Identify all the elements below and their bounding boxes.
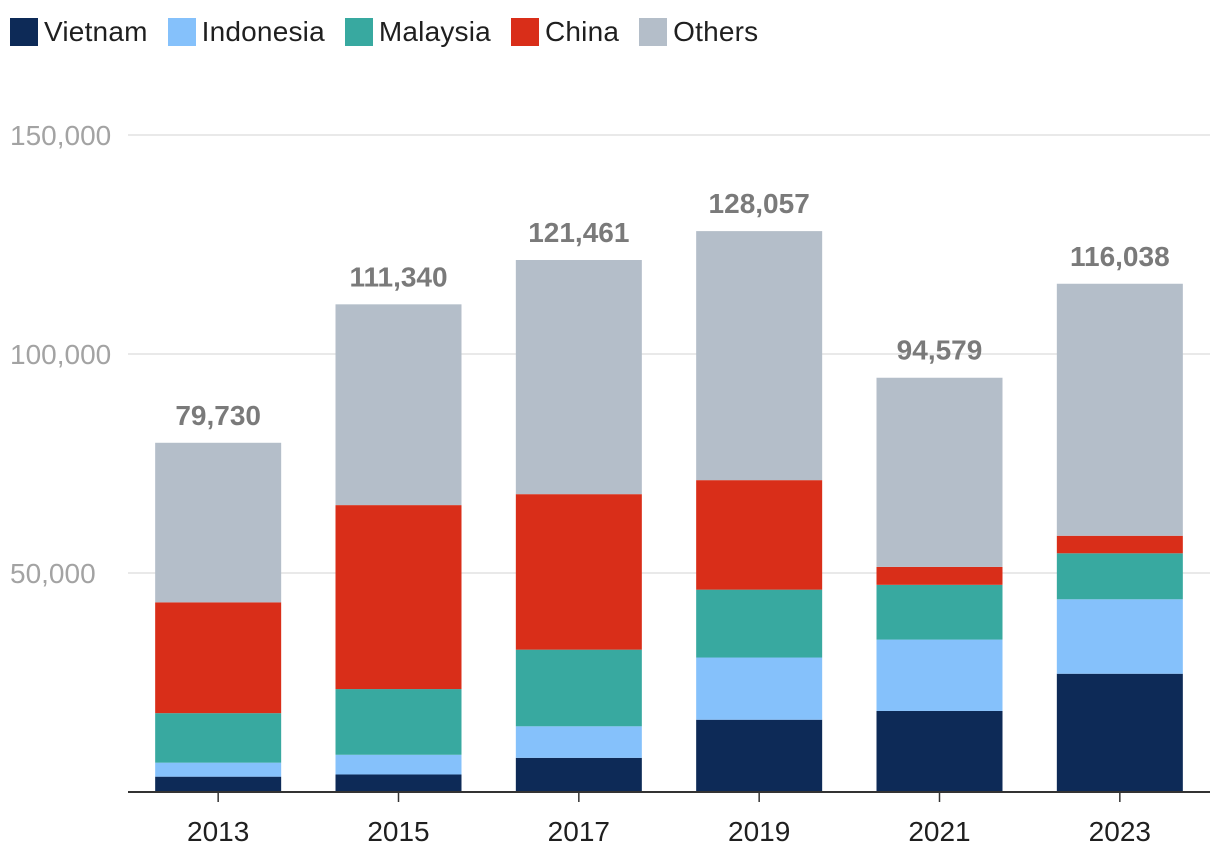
- bar-vietnam-2013: [155, 776, 282, 792]
- bar-malaysia-2015: [335, 689, 462, 755]
- total-label-2017: 121,461: [528, 217, 629, 248]
- bar-others-2023: [1056, 283, 1183, 536]
- bar-china-2019: [696, 480, 823, 590]
- bar-vietnam-2019: [696, 719, 823, 792]
- bar-vietnam-2021: [876, 710, 1003, 792]
- bar-vietnam-2015: [335, 774, 462, 792]
- legend-swatch-china: [510, 18, 539, 46]
- x-tick-label-2015: 2015: [367, 816, 429, 847]
- bar-others-2015: [335, 304, 462, 506]
- legend-label-malaysia: Malaysia: [378, 16, 491, 47]
- legend: Vietnam Indonesia Malaysia China Others: [10, 16, 778, 48]
- bar-china-2021: [876, 566, 1003, 585]
- bar-indonesia-2015: [335, 754, 462, 775]
- bar-malaysia-2021: [876, 584, 1003, 640]
- bar-others-2021: [876, 377, 1003, 567]
- bar-indonesia-2023: [1056, 599, 1183, 674]
- bar-vietnam-2017: [515, 757, 642, 792]
- bar-china-2023: [1056, 535, 1183, 554]
- y-tick-label-100000: 100,000: [10, 339, 111, 370]
- bar-others-2019: [696, 231, 823, 481]
- bar-malaysia-2019: [696, 589, 823, 658]
- bar-others-2017: [515, 260, 642, 495]
- bar-malaysia-2013: [155, 713, 282, 763]
- y-tick-label-50000: 50,000: [10, 558, 96, 589]
- bar-vietnam-2023: [1056, 673, 1183, 792]
- legend-item-indonesia: Indonesia: [167, 16, 325, 48]
- x-tick-label-2023: 2023: [1089, 816, 1151, 847]
- y-tick-label-150000: 150,000: [10, 120, 111, 151]
- legend-swatch-vietnam: [10, 18, 38, 46]
- x-tick-label-2017: 2017: [548, 816, 610, 847]
- legend-swatch-others: [639, 18, 668, 46]
- bar-indonesia-2021: [876, 639, 1003, 711]
- total-label-2015: 111,340: [349, 261, 447, 292]
- legend-swatch-malaysia: [344, 18, 373, 46]
- bar-china-2017: [515, 494, 642, 650]
- legend-item-china: China: [510, 16, 620, 48]
- bar-others-2013: [155, 442, 282, 603]
- bar-china-2013: [155, 602, 282, 714]
- bar-malaysia-2017: [515, 649, 642, 727]
- total-label-2019: 128,057: [709, 188, 810, 219]
- total-label-2013: 79,730: [175, 400, 261, 431]
- legend-label-china: China: [544, 16, 620, 47]
- legend-item-malaysia: Malaysia: [344, 16, 491, 48]
- bar-china-2015: [335, 505, 462, 690]
- total-label-2023: 116,038: [1070, 241, 1170, 272]
- bar-malaysia-2023: [1056, 553, 1183, 600]
- legend-label-others: Others: [673, 16, 759, 47]
- total-label-2021: 94,579: [897, 335, 983, 366]
- x-tick-label-2019: 2019: [728, 816, 790, 847]
- legend-label-indonesia: Indonesia: [201, 16, 325, 47]
- bar-indonesia-2013: [155, 762, 282, 777]
- x-tick-label-2021: 2021: [908, 816, 970, 847]
- legend-item-vietnam: Vietnam: [10, 16, 148, 48]
- x-tick-label-2013: 2013: [187, 816, 249, 847]
- bar-indonesia-2017: [515, 726, 642, 758]
- bar-indonesia-2019: [696, 657, 823, 720]
- legend-label-vietnam: Vietnam: [44, 16, 148, 47]
- legend-swatch-indonesia: [167, 18, 196, 46]
- legend-item-others: Others: [639, 16, 758, 48]
